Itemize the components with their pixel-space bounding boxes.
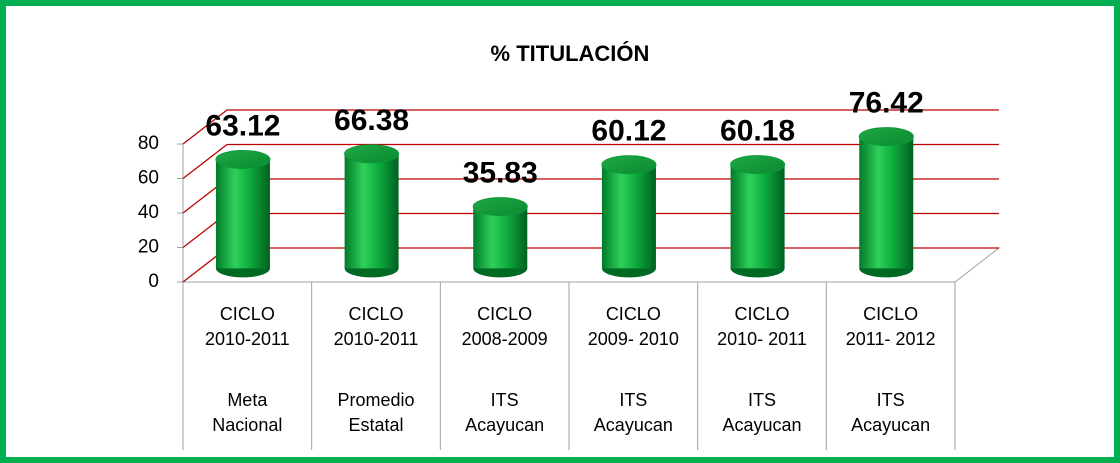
x-group-label: Estatal bbox=[348, 415, 403, 435]
bar bbox=[215, 159, 270, 269]
bar-top bbox=[344, 144, 400, 164]
x-group-label: ITS bbox=[619, 390, 647, 410]
y-tick-label: 0 bbox=[148, 271, 159, 292]
value-label: 63.12 bbox=[205, 109, 280, 142]
x-tick-label: 2010-2011 bbox=[205, 329, 290, 349]
chart: % TITULACIÓN 0 20 40 60 80 63.12 CICLO 2010-201… bbox=[138, 41, 1001, 450]
y-tick-label: 60 bbox=[138, 168, 159, 189]
bar-top bbox=[215, 150, 271, 170]
x-group-label: Acayucan bbox=[722, 415, 801, 435]
x-tick-label: 2011- 2012 bbox=[846, 329, 936, 349]
bar bbox=[601, 164, 656, 269]
x-tick-label: CICLO bbox=[220, 304, 275, 324]
x-group-label: Acayucan bbox=[465, 415, 544, 435]
bar-top bbox=[472, 197, 528, 217]
value-label: 35.83 bbox=[463, 157, 538, 190]
grid-line bbox=[182, 109, 999, 145]
x-tick-label: 2010-2011 bbox=[334, 329, 419, 349]
x-group-label: Promedio bbox=[337, 390, 414, 410]
value-label: 60.18 bbox=[720, 115, 795, 148]
x-group-label: ITS bbox=[748, 390, 776, 410]
grid-line bbox=[182, 143, 999, 180]
y-tick-label: 80 bbox=[138, 133, 159, 154]
x-group-label: Acayucan bbox=[851, 415, 930, 435]
x-tick-label: CICLO bbox=[477, 304, 532, 324]
x-group-label: Meta bbox=[227, 390, 268, 410]
value-label: 60.12 bbox=[591, 115, 666, 148]
x-group-label: Nacional bbox=[212, 415, 282, 435]
x-tick-label: CICLO bbox=[348, 304, 403, 324]
x-group-label: ITS bbox=[491, 390, 519, 410]
x-group-label: ITS bbox=[877, 390, 905, 410]
bar-top bbox=[730, 155, 786, 175]
x-tick-label: 2010- 2011 bbox=[717, 329, 807, 349]
bar-top bbox=[601, 155, 657, 175]
y-tick-label: 40 bbox=[138, 202, 159, 223]
value-label: 66.38 bbox=[334, 104, 409, 137]
bar bbox=[473, 206, 528, 269]
x-group-label: Acayucan bbox=[594, 415, 673, 435]
bar bbox=[344, 153, 399, 269]
x-tick-label: CICLO bbox=[734, 304, 789, 324]
chart-title: % TITULACIÓN bbox=[491, 41, 650, 66]
x-tick-label: 2009- 2010 bbox=[588, 329, 679, 349]
x-tick-label: CICLO bbox=[606, 304, 661, 324]
y-tick-label: 20 bbox=[138, 237, 159, 258]
bar-top bbox=[858, 127, 914, 147]
x-tick-label: 2008-2009 bbox=[462, 329, 548, 349]
value-label: 76.42 bbox=[849, 86, 924, 119]
x-tick-label: CICLO bbox=[863, 304, 918, 324]
bar bbox=[730, 164, 785, 269]
bar bbox=[859, 136, 914, 269]
